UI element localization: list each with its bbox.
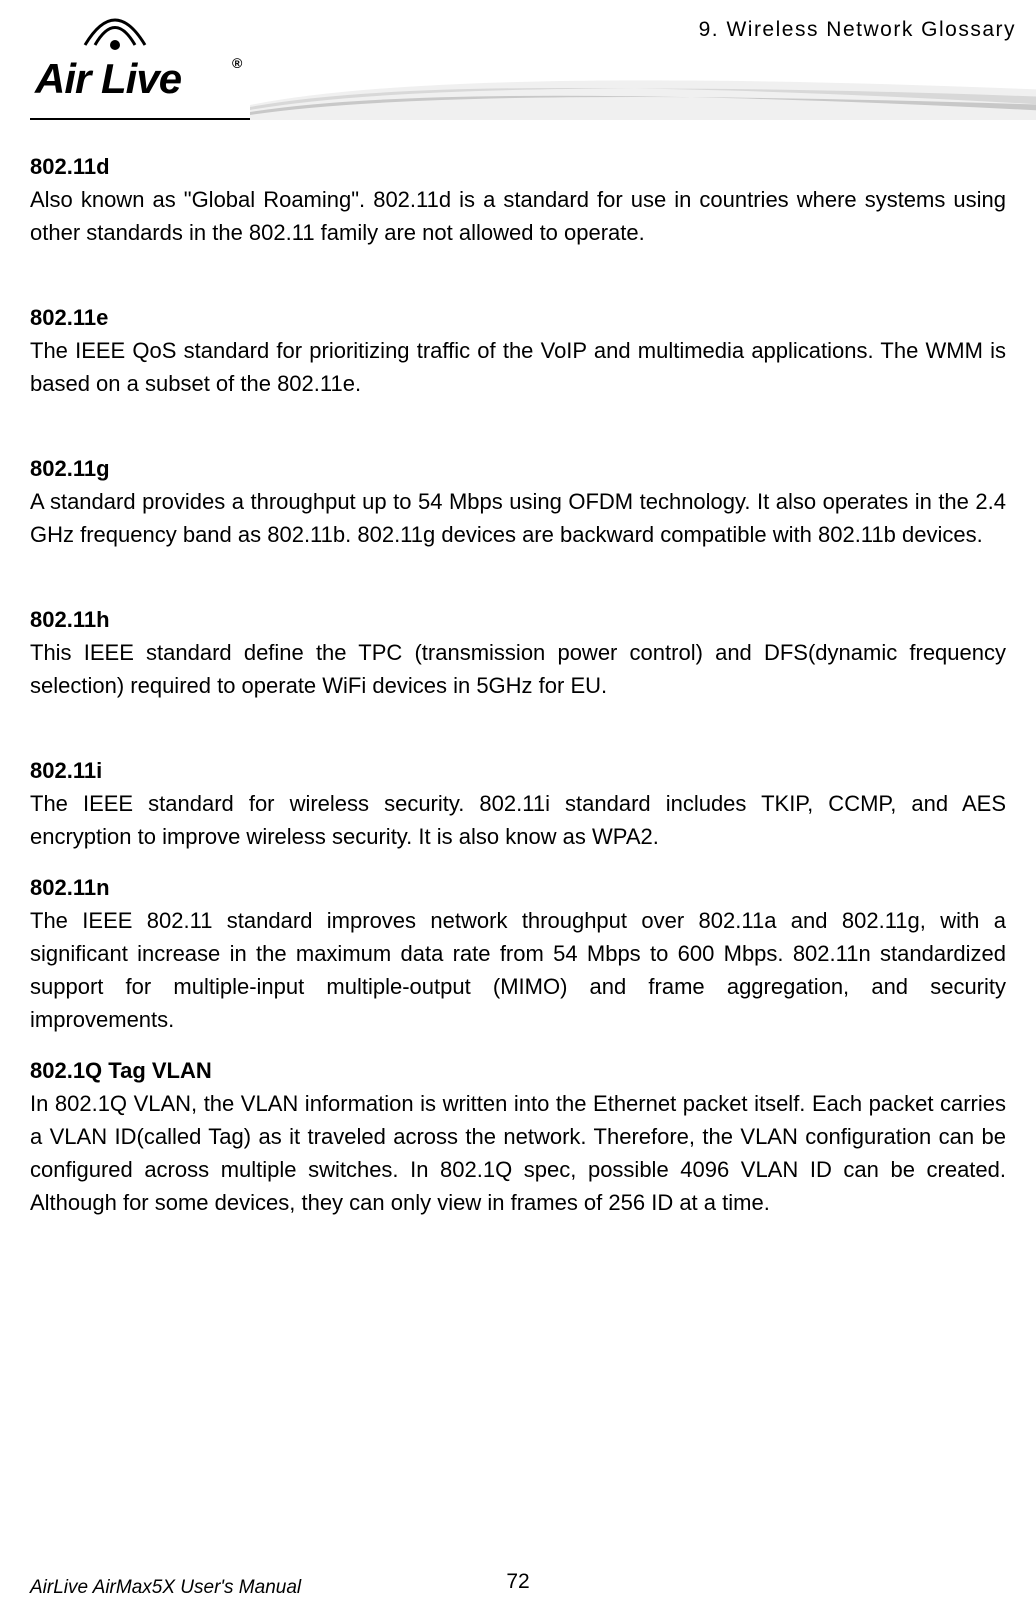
glossary-definition: This IEEE standard define the TPC (trans… [30,636,1006,702]
glossary-term: 802.11e [30,301,1006,334]
glossary-entry: 802.11i The IEEE standard for wireless s… [30,754,1006,853]
glossary-content: 802.11d Also known as "Global Roaming". … [0,120,1036,1219]
wifi-signal-icon [80,5,150,55]
glossary-definition: A standard provides a throughput up to 5… [30,485,1006,551]
glossary-entry: 802.1Q Tag VLAN In 802.1Q VLAN, the VLAN… [30,1054,1006,1219]
glossary-entry: 802.11n The IEEE 802.11 standard improve… [30,871,1006,1036]
header-swoosh-graphic [250,35,1036,120]
glossary-entry: 802.11e The IEEE QoS standard for priori… [30,301,1006,400]
chapter-title: 9. Wireless Network Glossary [699,18,1016,42]
glossary-term: 802.11g [30,452,1006,485]
glossary-entry: 802.11g A standard provides a throughput… [30,452,1006,551]
glossary-entry: 802.11h This IEEE standard define the TP… [30,603,1006,702]
glossary-definition: The IEEE 802.11 standard improves networ… [30,904,1006,1036]
glossary-term: 802.1Q Tag VLAN [30,1054,1006,1087]
glossary-definition: In 802.1Q VLAN, the VLAN information is … [30,1087,1006,1219]
manual-title: AirLive AirMax5X User's Manual [30,1577,301,1599]
glossary-definition: The IEEE standard for wireless security.… [30,787,1006,853]
glossary-term: 802.11h [30,603,1006,636]
registered-mark: ® [232,55,242,71]
glossary-definition: Also known as "Global Roaming". 802.11d … [30,183,1006,249]
page-header: Air Live ® 9. Wireless Network Glossary [30,0,1016,120]
glossary-entry: 802.11d Also known as "Global Roaming". … [30,150,1006,249]
glossary-definition: The IEEE QoS standard for prioritizing t… [30,334,1006,400]
glossary-term: 802.11i [30,754,1006,787]
page-footer: 72 AirLive AirMax5X User's Manual [0,1570,1036,1599]
glossary-term: 802.11n [30,871,1006,904]
logo-text: Air Live [35,55,181,103]
glossary-term: 802.11d [30,150,1006,183]
